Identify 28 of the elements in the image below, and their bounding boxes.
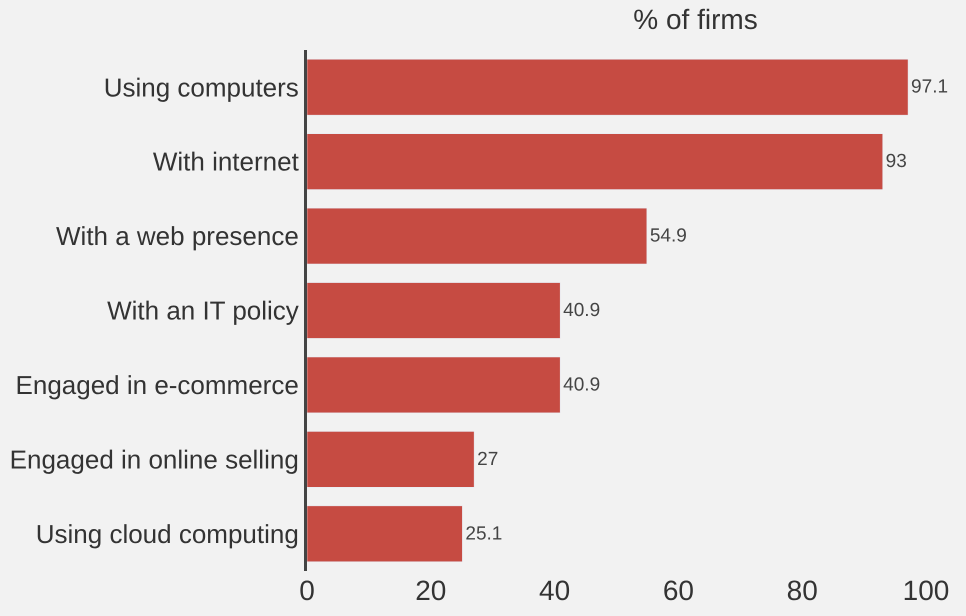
data-label: 93 xyxy=(886,151,907,172)
x-tick-label: 0 xyxy=(299,575,315,606)
bar xyxy=(307,506,463,562)
bar xyxy=(307,356,560,414)
y-tick-label: With a web presence xyxy=(56,221,299,252)
x-tick-label: 20 xyxy=(415,575,446,606)
data-label: 25.1 xyxy=(465,523,502,544)
y-tick-label: With an IT policy xyxy=(107,296,299,326)
x-tick-label: 100 xyxy=(902,575,950,606)
x-tick-label: 60 xyxy=(662,575,694,606)
data-label: 54.9 xyxy=(650,226,687,247)
bar xyxy=(307,133,883,190)
data-label: 40.9 xyxy=(563,374,600,396)
bar xyxy=(307,59,908,116)
y-tick-label: Using computers xyxy=(104,72,299,102)
bar xyxy=(307,431,474,488)
x-tick-label: 80 xyxy=(786,575,818,606)
y-tick-label: Engaged in e-commerce xyxy=(16,370,299,400)
y-tick-label: Engaged in online selling xyxy=(10,444,299,474)
bar xyxy=(307,282,560,339)
data-label: 40.9 xyxy=(563,300,600,321)
data-label: 27 xyxy=(477,448,498,470)
bar xyxy=(307,208,648,264)
chart-title: % of firms xyxy=(633,4,758,35)
data-label: 97.1 xyxy=(911,76,948,98)
x-tick-label: 40 xyxy=(539,575,570,606)
y-tick-label: With internet xyxy=(152,146,300,177)
y-tick-label: Using cloud computing xyxy=(36,518,299,549)
